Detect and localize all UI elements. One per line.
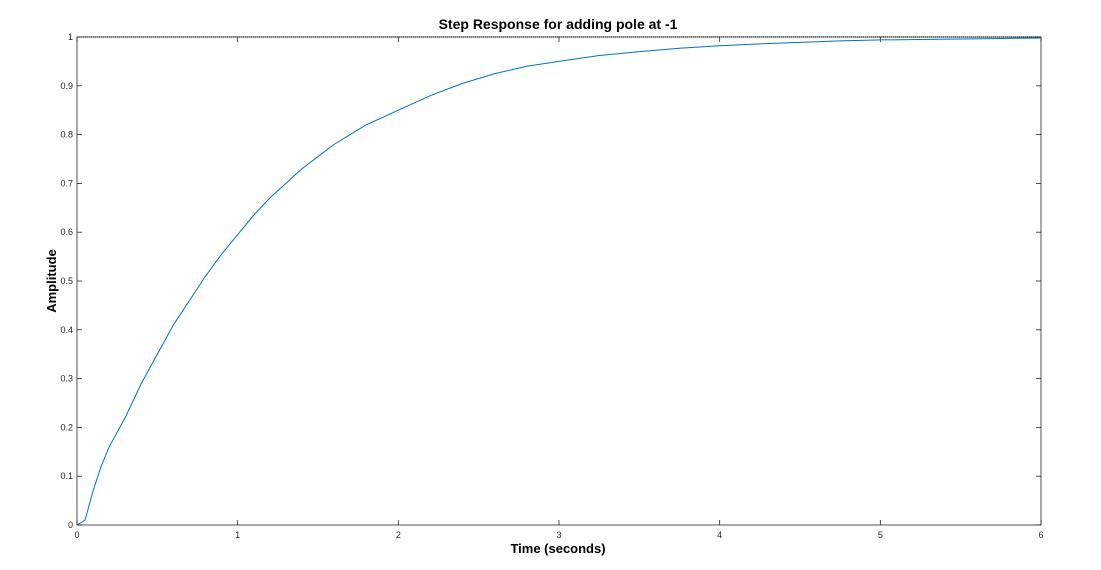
y-tick-label: 0.4: [60, 325, 73, 335]
x-tick-label: 4: [717, 530, 722, 540]
y-tick-label: 0.2: [60, 422, 73, 432]
y-axis-label: Amplitude: [44, 249, 59, 313]
axes-box: [76, 36, 1042, 526]
x-tick-label: 5: [878, 530, 883, 540]
plot-area: 0 1 2 3 4 5 6 0 0.1 0.2 0.3 0.4 0.5 0.6 0.7 0.8 0.9 1: [60, 32, 1043, 540]
x-tick-label: 2: [396, 530, 401, 540]
x-tick-label: 0: [74, 530, 79, 540]
chart-title: Step Response for adding pole at -1: [439, 16, 678, 32]
x-tick-label: 1: [235, 530, 240, 540]
x-tick-label: 3: [556, 530, 561, 540]
y-tick-label: 0.1: [60, 471, 73, 481]
y-tick-label: 0.3: [60, 374, 73, 384]
y-tick-label: 0.8: [60, 130, 73, 140]
x-tick-label: 6: [1038, 530, 1043, 540]
y-tick-label: 0: [68, 520, 73, 530]
x-axis-label: Time (seconds): [510, 541, 605, 556]
y-tick-label: 0.9: [60, 81, 73, 91]
y-tick-label: 0.5: [60, 276, 73, 286]
y-tick-label: 0.7: [60, 178, 73, 188]
step-response-line: [76, 37, 1042, 526]
y-tick-label: 1: [68, 32, 73, 42]
y-tick-label: 0.6: [60, 227, 73, 237]
